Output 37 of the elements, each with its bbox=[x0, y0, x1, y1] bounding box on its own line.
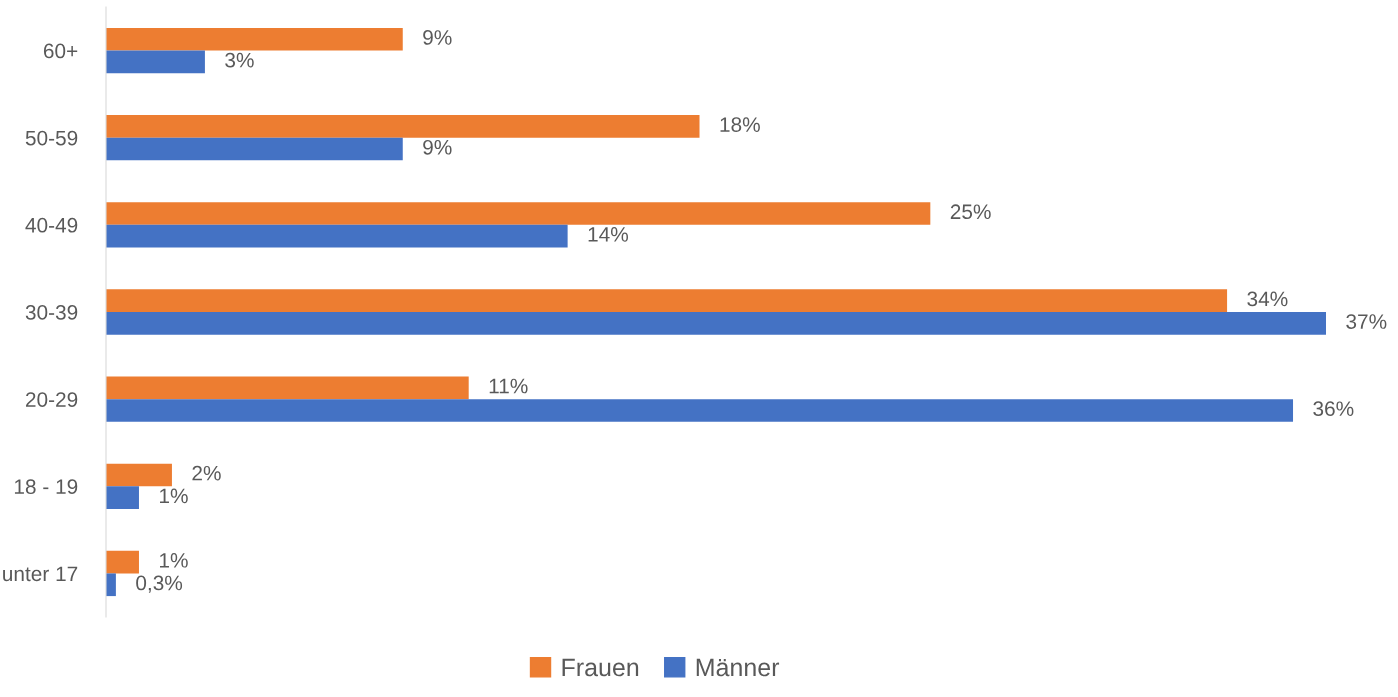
data-label: 9% bbox=[423, 139, 452, 155]
bar bbox=[106, 486, 139, 509]
bar bbox=[106, 202, 931, 225]
bar bbox=[106, 289, 1228, 312]
bar bbox=[106, 463, 172, 487]
bar bbox=[106, 50, 205, 74]
bar bbox=[106, 312, 1326, 335]
bar bbox=[106, 27, 403, 51]
y-tick-label: 20-29 bbox=[25, 392, 78, 407]
data-label: 2% bbox=[192, 465, 221, 481]
data-label: 37% bbox=[1346, 314, 1387, 329]
bar bbox=[106, 399, 1294, 422]
data-label: 14% bbox=[588, 227, 629, 242]
data-label: 9% bbox=[423, 30, 452, 45]
data-label: 18% bbox=[720, 117, 760, 132]
bar bbox=[106, 573, 116, 597]
bar bbox=[106, 550, 139, 574]
y-tick-label: 60+ bbox=[43, 43, 78, 59]
y-tick-label: 40-49 bbox=[25, 217, 78, 233]
legend-label: Männer bbox=[696, 658, 780, 677]
data-label: 36% bbox=[1313, 401, 1354, 417]
y-tick-label: 50-59 bbox=[25, 130, 78, 146]
y-tick-label: 18 - 19 bbox=[14, 479, 78, 495]
data-label: 25% bbox=[950, 204, 991, 220]
y-tick-label: 30-39 bbox=[25, 305, 78, 320]
data-label: 11% bbox=[489, 378, 528, 394]
data-label: 34% bbox=[1247, 291, 1288, 307]
bar bbox=[106, 115, 700, 138]
bar bbox=[106, 224, 568, 248]
data-label: 1% bbox=[160, 553, 188, 568]
data-label: 0,3% bbox=[136, 575, 183, 593]
data-label: 3% bbox=[225, 52, 254, 68]
bar bbox=[106, 137, 403, 161]
bar bbox=[106, 376, 469, 400]
y-tick-label: unter 17 bbox=[3, 566, 78, 582]
legend-label: Frauen bbox=[562, 658, 639, 677]
data-label: 1% bbox=[160, 488, 188, 504]
